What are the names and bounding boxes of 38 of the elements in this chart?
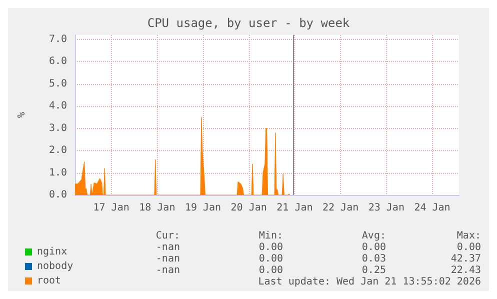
text: 0.00	[258, 242, 283, 253]
x-tick-label: 24 Jan	[414, 202, 450, 214]
text: Avg:	[362, 230, 386, 242]
legend-label: nginx	[37, 246, 68, 258]
text: Max:	[456, 230, 481, 242]
y-tick-label: 6.0	[48, 56, 67, 68]
y-tick-label: 3.0	[48, 122, 67, 134]
x-tick-label: 17 Jan	[93, 202, 130, 214]
text: 0.00	[258, 265, 283, 276]
text: 0.03	[362, 254, 386, 264]
x-tick-label: 18 Jan	[139, 202, 176, 214]
text: Cur:	[156, 230, 180, 242]
chart-title: CPU usage, by user - by week	[147, 16, 350, 30]
text: -nan	[156, 242, 180, 253]
x-tick-label: 21 Jan	[276, 202, 313, 214]
y-tick-label: 4.0	[48, 100, 67, 112]
text: -nan	[156, 254, 180, 264]
legend-label: nobody	[37, 261, 74, 272]
y-tick-label: 0.0	[48, 190, 67, 200]
text: Last update: Wed Jan 21 13:55:02 2026	[258, 276, 481, 288]
text: -nan	[156, 265, 180, 276]
x-tick-label: 20 Jan	[230, 202, 267, 214]
y-axis-title: %	[16, 112, 28, 118]
text: 0.25	[362, 265, 386, 276]
y-tick-label: 1.0	[48, 167, 67, 178]
legend-label: root	[37, 276, 62, 286]
text: 0.00	[362, 242, 386, 253]
y-tick-label: 5.0	[48, 78, 67, 90]
text: 0.00	[456, 242, 481, 253]
text: Min:	[258, 230, 283, 242]
text: 0.00	[258, 254, 283, 264]
x-tick-label: 23 Jan	[368, 202, 404, 214]
x-tick-label: 22 Jan	[322, 202, 359, 214]
text: 22.43	[450, 265, 481, 276]
y-tick-label: 2.0	[48, 145, 67, 156]
text: 42.37	[450, 254, 481, 264]
y-tick-label: 7.0	[48, 34, 67, 45]
x-tick-label: 19 Jan	[184, 202, 222, 214]
